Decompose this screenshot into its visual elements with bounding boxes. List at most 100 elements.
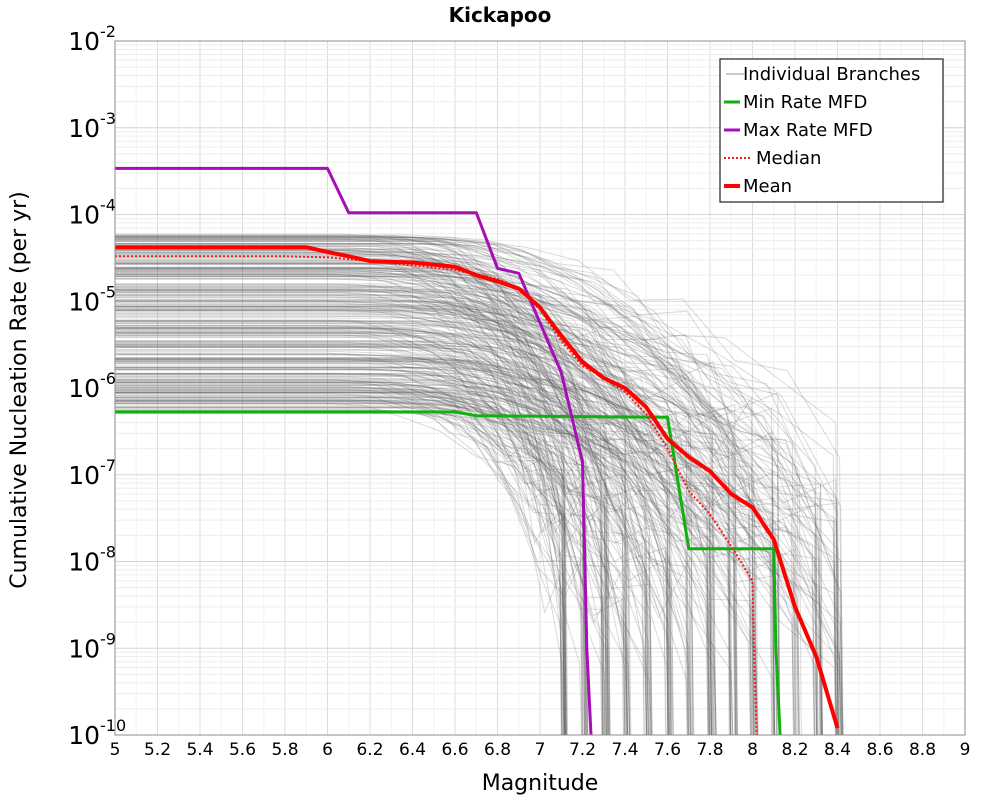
branch-line xyxy=(115,284,629,736)
branch-line xyxy=(115,394,667,736)
branch-line xyxy=(115,344,780,736)
branch-line xyxy=(115,352,587,736)
branch-line xyxy=(115,395,824,736)
branch-line xyxy=(115,307,839,736)
branch-line xyxy=(115,327,647,736)
x-tick-label: 8.8 xyxy=(909,740,936,760)
branch-line xyxy=(115,360,588,736)
branch-line xyxy=(115,359,736,736)
series-line-min-rate xyxy=(115,410,782,736)
branch-line xyxy=(115,373,818,736)
branch-line xyxy=(115,260,631,736)
branch-line xyxy=(115,278,839,736)
branch-line xyxy=(115,385,653,736)
branch-line xyxy=(115,242,775,736)
branch-line xyxy=(115,315,819,736)
branch-line xyxy=(115,362,587,736)
branch-line xyxy=(115,238,670,736)
branch-line xyxy=(115,387,688,736)
branch-line xyxy=(115,239,714,736)
branch-line xyxy=(115,367,652,736)
branch-line xyxy=(115,286,632,736)
branch-line xyxy=(115,234,752,736)
branch-line xyxy=(115,272,569,736)
branch-line xyxy=(115,248,566,736)
branch-line xyxy=(115,276,819,736)
branch-line xyxy=(115,406,607,736)
y-tick-label-exponent: -2 xyxy=(100,22,116,41)
branch-line xyxy=(115,243,731,736)
branch-line xyxy=(115,258,645,736)
branch-line xyxy=(115,331,751,736)
branch-line xyxy=(115,239,672,736)
branch-line xyxy=(115,361,781,736)
branch-line xyxy=(115,392,669,736)
branch-line xyxy=(115,341,669,736)
branch-line xyxy=(115,396,648,736)
branch-line xyxy=(115,407,842,736)
x-tick-label: 5 xyxy=(110,740,121,760)
x-tick-label: 5.6 xyxy=(229,740,256,760)
branch-line xyxy=(115,300,759,736)
branch-line xyxy=(115,290,710,736)
branch-line xyxy=(115,245,844,736)
branch-line xyxy=(115,261,607,736)
branch-line xyxy=(115,327,710,736)
branch-line xyxy=(115,249,669,736)
branch-line xyxy=(115,360,692,736)
branch-line xyxy=(115,309,648,736)
branch-line xyxy=(115,276,609,736)
branch-line xyxy=(115,399,694,736)
branch-line xyxy=(115,284,610,736)
branch-line xyxy=(115,267,780,736)
branch-line xyxy=(115,238,628,736)
x-tick-label: 7.6 xyxy=(654,740,681,760)
branch-line xyxy=(115,236,738,736)
branch-line xyxy=(115,320,737,736)
branch-line xyxy=(115,357,631,736)
branch-line xyxy=(115,397,690,736)
branch-line xyxy=(115,306,844,736)
branch-line xyxy=(115,412,797,736)
branch-line xyxy=(115,237,627,736)
branch-line xyxy=(115,331,752,736)
branch-line xyxy=(115,324,731,736)
series-line-max-rate xyxy=(115,166,593,736)
branch-line xyxy=(115,386,629,736)
branch-line xyxy=(115,307,839,736)
y-tick-label-exponent: -7 xyxy=(100,456,116,475)
branch-line xyxy=(115,235,839,736)
branch-line xyxy=(115,330,585,736)
branch-line xyxy=(115,304,649,736)
tick-layer: 5 5.2 5.4 5.6 5.8 6 6.2 6.4 6.6 6.8 7 7.2 7.4 7.6 7.8 8… xyxy=(68,22,970,760)
branch-line xyxy=(115,345,630,736)
legend: Individual Branches Min Rate MFD Max Rat… xyxy=(719,58,944,203)
branch-line xyxy=(115,328,565,736)
branch-line xyxy=(115,354,795,736)
branch-line xyxy=(115,240,587,736)
branch-line xyxy=(115,390,629,736)
branch-line xyxy=(115,272,837,736)
x-tick-label: 5.8 xyxy=(271,740,298,760)
branch-line xyxy=(115,380,692,736)
branch-line xyxy=(115,375,711,736)
branch-line xyxy=(115,286,778,736)
y-axis-label: Cumulative Nucleation Rate (per yr) xyxy=(7,191,32,589)
x-tick-label: 6 xyxy=(322,740,333,760)
branch-line xyxy=(115,246,566,736)
branch-line xyxy=(115,342,564,736)
x-tick-label: 5.4 xyxy=(186,740,213,760)
branch-line xyxy=(115,392,776,736)
branch-line xyxy=(115,243,818,736)
x-tick-label: 7 xyxy=(535,740,546,760)
y-tick-label-base: 10 xyxy=(68,201,100,230)
branch-line xyxy=(115,334,604,736)
x-tick-label: 8.2 xyxy=(781,740,808,760)
branch-line xyxy=(115,373,563,736)
branch-line xyxy=(115,270,737,736)
y-tick-label-base: 10 xyxy=(68,287,100,316)
branch-line xyxy=(115,413,759,736)
branch-line xyxy=(115,402,628,736)
